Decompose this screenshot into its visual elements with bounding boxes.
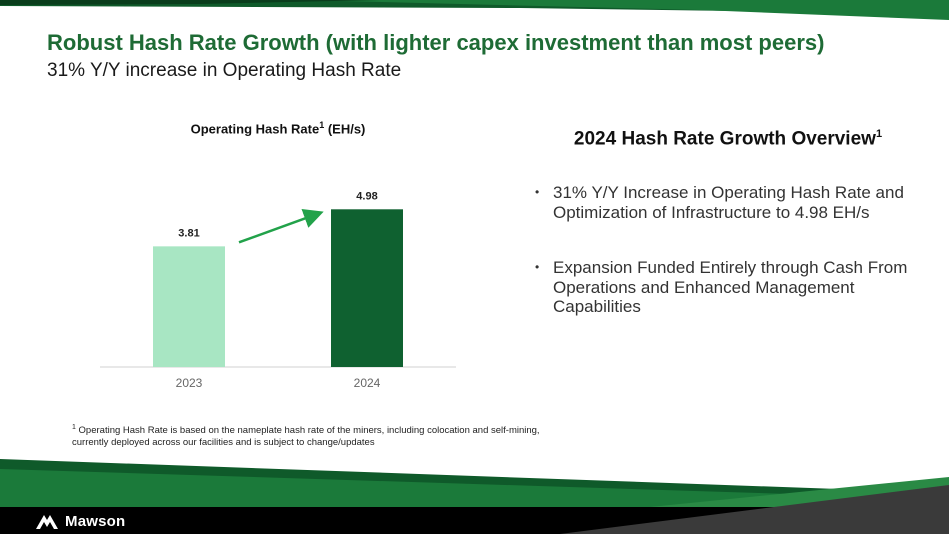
bullet-text: Expansion Funded Entirely through Cash F… (553, 258, 908, 316)
bar-value-label: 4.98 (356, 190, 377, 202)
slide-subtitle: 31% Y/Y increase in Operating Hash Rate (47, 60, 402, 81)
top-decorative-band (0, 0, 949, 20)
growth-arrow (238, 209, 324, 244)
hash-rate-bar-chart: 3.81 2023 4.98 2024 (100, 190, 456, 390)
bar-2024 (331, 209, 403, 367)
overview-title: 2024 Hash Rate Growth Overview1 (538, 128, 918, 150)
overview-title-footnote-mark: 1 (875, 128, 883, 140)
bottom-decorative-band (0, 459, 949, 534)
slide-title: Robust Hash Rate Growth (with lighter ca… (47, 30, 825, 55)
x-tick-label: 2024 (354, 376, 381, 390)
bullet-dot-icon: • (535, 260, 540, 274)
bullet-dot-icon: • (535, 185, 540, 199)
mountain-logo-icon (36, 515, 58, 529)
chart-title-unit: (EH/s) (324, 121, 366, 137)
bullet-item: • 31% Y/Y Increase in Operating Hash Rate… (535, 183, 925, 222)
footnote: 1 Operating Hash Rate is based on the na… (72, 422, 542, 449)
overview-title-text: 2024 Hash Rate Growth Overview (573, 128, 876, 150)
footnote-text: Operating Hash Rate is based on the name… (72, 425, 540, 449)
bullet-text: 31% Y/Y Increase in Operating Hash Rate … (553, 183, 904, 222)
chart-title: Operating Hash Rate1 (EH/s) (100, 120, 456, 136)
bullet-item: • Expansion Funded Entirely through Cash … (535, 258, 925, 317)
x-tick-label: 2023 (176, 376, 203, 390)
brand-name: Mawson (65, 512, 126, 530)
brand-logo: Mawson (35, 510, 125, 532)
overview-bullet-list: • 31% Y/Y Increase in Operating Hash Rate… (535, 183, 925, 353)
footnote-mark: 1 (72, 424, 76, 431)
bar-2023 (153, 246, 225, 367)
chart-title-footnote-mark: 1 (319, 120, 325, 130)
chart-title-text: Operating Hash Rate (190, 121, 320, 137)
bar-value-label: 3.81 (178, 227, 199, 239)
